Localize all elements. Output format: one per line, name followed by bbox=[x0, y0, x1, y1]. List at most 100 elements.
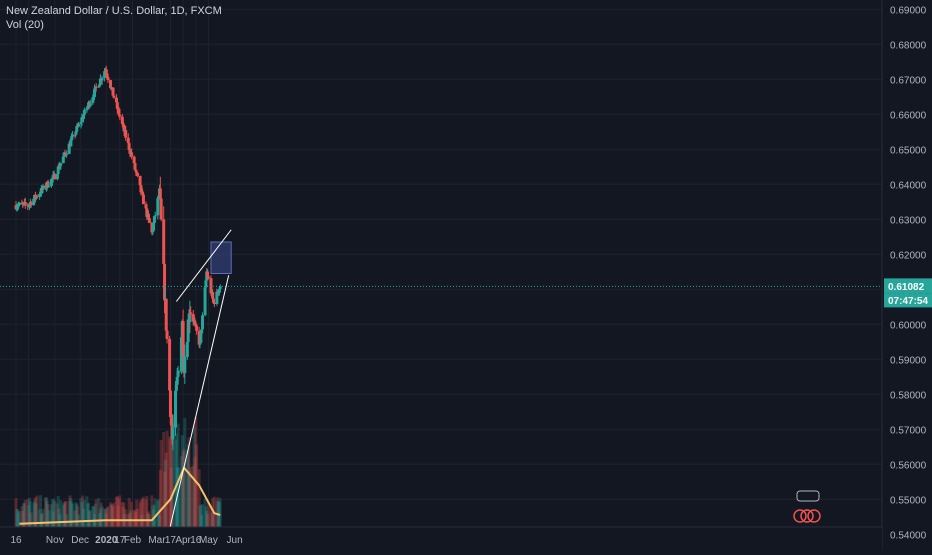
volume-bar bbox=[117, 498, 121, 527]
candle-body bbox=[97, 86, 101, 88]
candle-body bbox=[163, 263, 167, 301]
volume-bar bbox=[52, 498, 56, 527]
volume-bar bbox=[120, 502, 124, 527]
candle-body bbox=[55, 173, 59, 180]
alert-marker[interactable] bbox=[807, 509, 821, 523]
candle-body bbox=[189, 312, 193, 315]
alert-marker[interactable] bbox=[800, 509, 814, 523]
price-tick-label: 0.63000 bbox=[890, 215, 927, 226]
alert-marker[interactable] bbox=[793, 509, 807, 523]
volume-bar bbox=[164, 452, 168, 527]
resistance-zone[interactable] bbox=[210, 241, 232, 274]
price-axis[interactable]: 0.69000 0.68000 0.67000 0.66000 0.65000 0.640… bbox=[881, 0, 932, 550]
candle-body bbox=[82, 109, 86, 116]
volume-bar bbox=[14, 498, 18, 527]
volume-bar bbox=[188, 470, 192, 527]
volume-bar bbox=[57, 508, 61, 527]
volume-bar bbox=[92, 506, 96, 527]
volume-bar bbox=[200, 514, 204, 527]
candle-body bbox=[65, 154, 69, 156]
candle-body bbox=[74, 131, 78, 135]
lower-trendline[interactable] bbox=[169, 275, 230, 530]
volume-bar bbox=[58, 514, 62, 527]
volume-bar bbox=[97, 498, 101, 527]
drawing-overlays[interactable] bbox=[0, 229, 882, 530]
volume-bar bbox=[179, 456, 183, 527]
volume-bar bbox=[91, 506, 95, 527]
candle-body bbox=[76, 123, 80, 127]
volume-bar bbox=[87, 502, 91, 527]
candle-body bbox=[91, 97, 95, 104]
price-tick-label: 0.67000 bbox=[890, 75, 927, 86]
price-tick-label: 0.58000 bbox=[890, 390, 927, 401]
volume-bar bbox=[64, 501, 68, 527]
time-tick-label: 2020 bbox=[95, 535, 118, 546]
volume-bar bbox=[192, 426, 196, 527]
volume-bar bbox=[116, 505, 120, 527]
volume-bar bbox=[35, 495, 39, 527]
volume-bar bbox=[26, 499, 30, 527]
candle-body bbox=[47, 185, 51, 187]
candle-body bbox=[209, 278, 213, 294]
candle-body bbox=[53, 174, 57, 180]
candle-body bbox=[26, 204, 30, 207]
volume-indicator-label[interactable]: Vol (20) bbox=[6, 19, 44, 31]
volume-bar bbox=[112, 502, 116, 527]
volume-bar bbox=[33, 497, 37, 527]
candle-body bbox=[121, 123, 125, 126]
candle-body bbox=[200, 329, 204, 334]
volume-bar bbox=[53, 501, 57, 527]
candle-body bbox=[71, 134, 75, 137]
volume-bar bbox=[136, 508, 140, 527]
volume-bar bbox=[44, 497, 48, 527]
volume-bar bbox=[150, 495, 154, 527]
volume-bar bbox=[28, 497, 32, 527]
volume-bar bbox=[151, 505, 155, 527]
candle-body bbox=[118, 115, 122, 117]
candle-body bbox=[183, 356, 187, 374]
volume-bar bbox=[22, 502, 26, 527]
last-price-badge[interactable] bbox=[884, 278, 932, 294]
candle-body bbox=[152, 222, 156, 231]
candle-body bbox=[56, 166, 60, 174]
volume-bar bbox=[171, 417, 175, 527]
candle-body bbox=[141, 194, 145, 205]
volume-bar bbox=[21, 511, 25, 527]
volume-bar bbox=[73, 510, 77, 527]
volume-bar bbox=[38, 509, 42, 527]
volume-bar bbox=[34, 503, 38, 527]
candle-body bbox=[50, 178, 54, 180]
candle-body bbox=[133, 162, 137, 170]
candle-body bbox=[165, 330, 169, 339]
event-marker[interactable] bbox=[796, 490, 820, 502]
candle-body bbox=[136, 173, 140, 176]
candle-body bbox=[211, 298, 215, 303]
candle-body bbox=[204, 280, 208, 288]
volume-bar bbox=[80, 501, 84, 527]
volume-bar bbox=[75, 503, 79, 527]
time-tick-label: May bbox=[199, 535, 218, 546]
candle-body bbox=[63, 152, 67, 154]
volume-bar bbox=[62, 502, 66, 527]
candle-body bbox=[124, 130, 128, 138]
volume-bar bbox=[65, 514, 69, 527]
volume-bar bbox=[109, 502, 113, 527]
volume-bar bbox=[168, 436, 172, 527]
candle-body bbox=[215, 291, 219, 305]
volume-bar bbox=[145, 495, 149, 527]
volume-bar bbox=[109, 504, 113, 527]
chart-legend: New Zealand Dollar / U.S. Dollar, 1D, FX… bbox=[6, 4, 222, 32]
candle-body bbox=[126, 137, 130, 144]
volume-bar bbox=[203, 498, 207, 527]
symbol-title[interactable]: New Zealand Dollar / U.S. Dollar, 1D, FX… bbox=[6, 5, 222, 17]
upper-trendline[interactable] bbox=[175, 229, 232, 302]
volume-bar bbox=[47, 510, 51, 527]
volume-bar bbox=[76, 506, 80, 527]
candle-body bbox=[100, 77, 104, 81]
candle-body bbox=[206, 276, 210, 279]
volume-bar bbox=[187, 437, 191, 527]
candle-body bbox=[51, 175, 55, 179]
